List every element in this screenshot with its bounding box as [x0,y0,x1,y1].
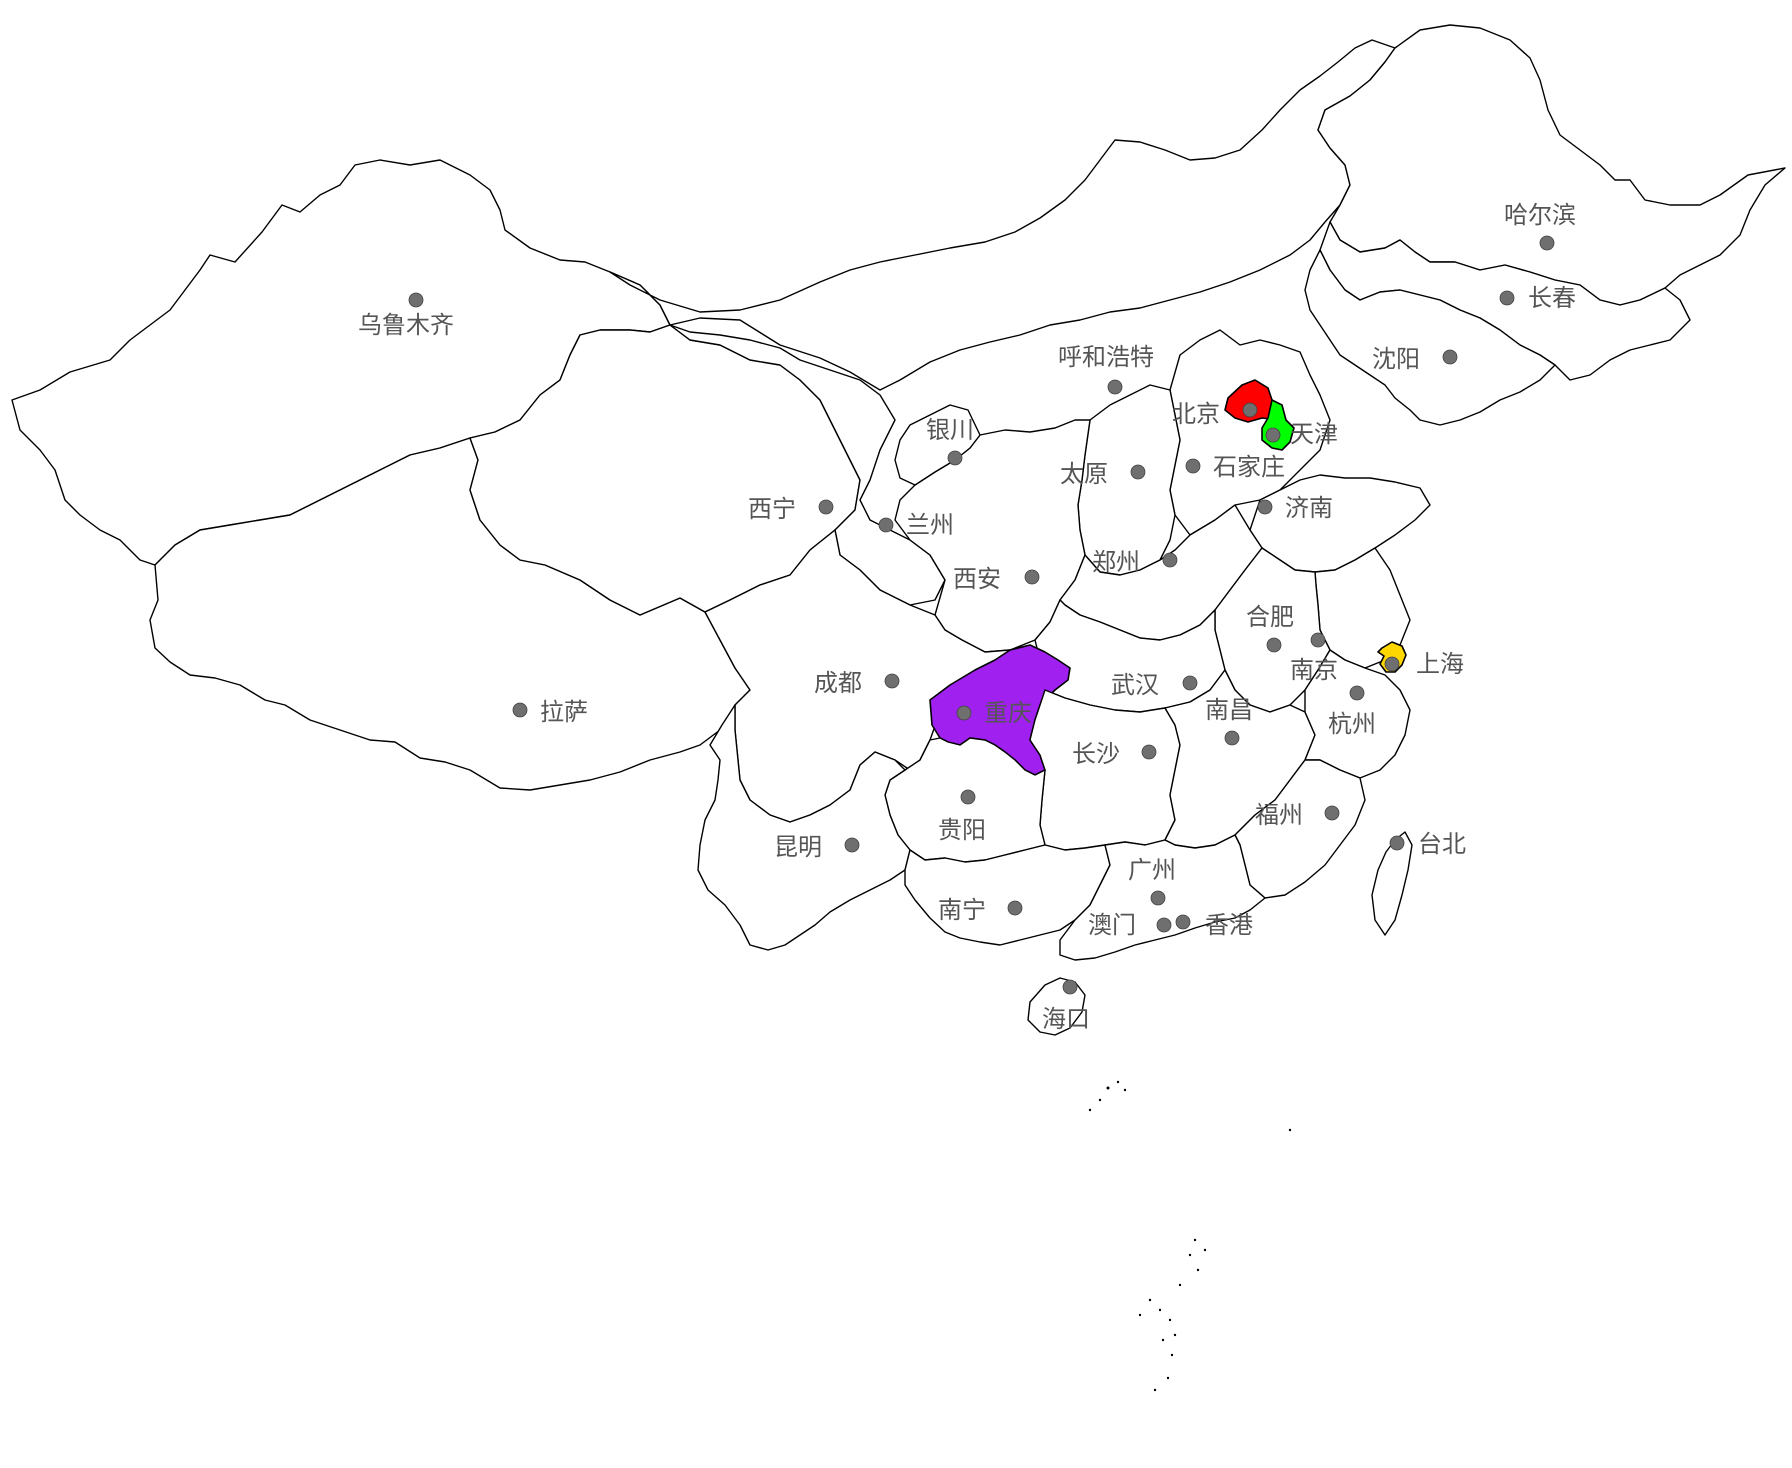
city-marker-shanghai[interactable] [1384,656,1400,672]
province-boundaries [11,24,1786,1036]
city-marker-chengdu[interactable] [884,673,900,689]
city-marker-chongqing[interactable] [956,705,972,721]
city-marker-jinan[interactable] [1257,499,1273,515]
city-label-nanjing: 南京 [1290,656,1338,684]
province-ningxia[interactable] [894,404,981,486]
city-marker-changchun[interactable] [1499,290,1515,306]
city-marker-lanzhou[interactable] [878,517,894,533]
city-marker-nanning[interactable] [1007,900,1023,916]
city-marker-nanjing[interactable] [1310,632,1326,648]
city-marker-fuzhou[interactable] [1324,805,1340,821]
city-label-hangzhou: 杭州 [1328,710,1376,738]
city-label-chongqing: 重庆 [984,699,1032,727]
city-marker-urumqi[interactable] [408,292,424,308]
city-marker-beijing[interactable] [1242,402,1258,418]
city-label-harbin: 哈尔滨 [1504,201,1576,229]
city-label-nanchang: 南昌 [1205,696,1253,724]
city-label-changsha: 长沙 [1072,740,1120,768]
city-marker-zhengzhou[interactable] [1162,552,1178,568]
city-label-hefei: 合肥 [1246,603,1294,631]
city-marker-harbin[interactable] [1539,235,1555,251]
province-shaanxi[interactable] [894,419,1091,653]
province-zhejiang[interactable] [1304,649,1411,779]
city-label-fuzhou: 福州 [1255,801,1303,829]
city-marker-guiyang[interactable] [960,789,976,805]
province-liaoning[interactable] [1304,249,1556,426]
city-label-guangzhou: 广州 [1128,856,1176,884]
city-label-beijing: 北京 [1172,400,1220,428]
city-label-changchun: 长春 [1528,284,1576,312]
city-label-tianjin: 天津 [1290,420,1338,448]
city-marker-shenyang[interactable] [1442,349,1458,365]
city-label-jinan: 济南 [1285,494,1333,522]
city-label-taiyuan: 太原 [1060,460,1108,488]
city-marker-hefei[interactable] [1266,637,1282,653]
south-china-sea-islands [1088,1080,1292,1392]
city-marker-wuhan[interactable] [1182,675,1198,691]
city-marker-taiyuan[interactable] [1130,464,1146,480]
city-marker-haikou[interactable] [1062,979,1078,995]
city-label-lanzhou: 兰州 [906,511,954,539]
city-marker-hohhot[interactable] [1107,379,1123,395]
city-marker-xian[interactable] [1024,569,1040,585]
city-label-lhasa: 拉萨 [540,698,588,726]
city-marker-shijiazhuang[interactable] [1185,458,1201,474]
city-marker-guangzhou[interactable] [1150,890,1166,906]
city-label-hongkong: 香港 [1205,911,1253,939]
city-label-nanning: 南宁 [938,896,986,924]
city-label-wuhan: 武汉 [1111,671,1159,699]
city-label-zhengzhou: 郑州 [1092,548,1140,576]
city-label-kunming: 昆明 [774,833,822,861]
city-marker-hongkong[interactable] [1175,914,1191,930]
city-label-taipei: 台北 [1418,830,1466,858]
city-marker-nanchang[interactable] [1224,730,1240,746]
city-marker-lhasa[interactable] [512,702,528,718]
province-hunan[interactable] [1029,689,1181,851]
city-marker-kunming[interactable] [844,837,860,853]
city-label-guiyang: 贵阳 [938,816,986,844]
city-label-shanghai: 上海 [1416,650,1464,678]
province-yunnan[interactable] [697,704,911,951]
city-marker-taipei[interactable] [1389,835,1405,851]
city-marker-hangzhou[interactable] [1349,685,1365,701]
city-label-shenyang: 沈阳 [1372,345,1420,373]
city-marker-xining[interactable] [818,499,834,515]
city-marker-macau[interactable] [1156,917,1172,933]
city-label-haikou: 海口 [1042,1005,1090,1033]
city-label-yinchuan: 银川 [926,416,974,444]
city-label-macau: 澳门 [1088,911,1136,939]
city-marker-changsha[interactable] [1141,744,1157,760]
city-label-urumqi: 乌鲁木齐 [358,311,454,339]
city-label-shijiazhuang: 石家庄 [1213,453,1285,481]
city-label-chengdu: 成都 [814,669,862,697]
city-marker-yinchuan[interactable] [947,450,963,466]
province-taiwan[interactable] [1371,831,1413,936]
city-marker-tianjin[interactable] [1265,427,1281,443]
city-label-xining: 西宁 [748,495,796,523]
city-label-hohhot: 呼和浩特 [1058,343,1154,371]
city-label-xian: 西安 [953,565,1001,593]
